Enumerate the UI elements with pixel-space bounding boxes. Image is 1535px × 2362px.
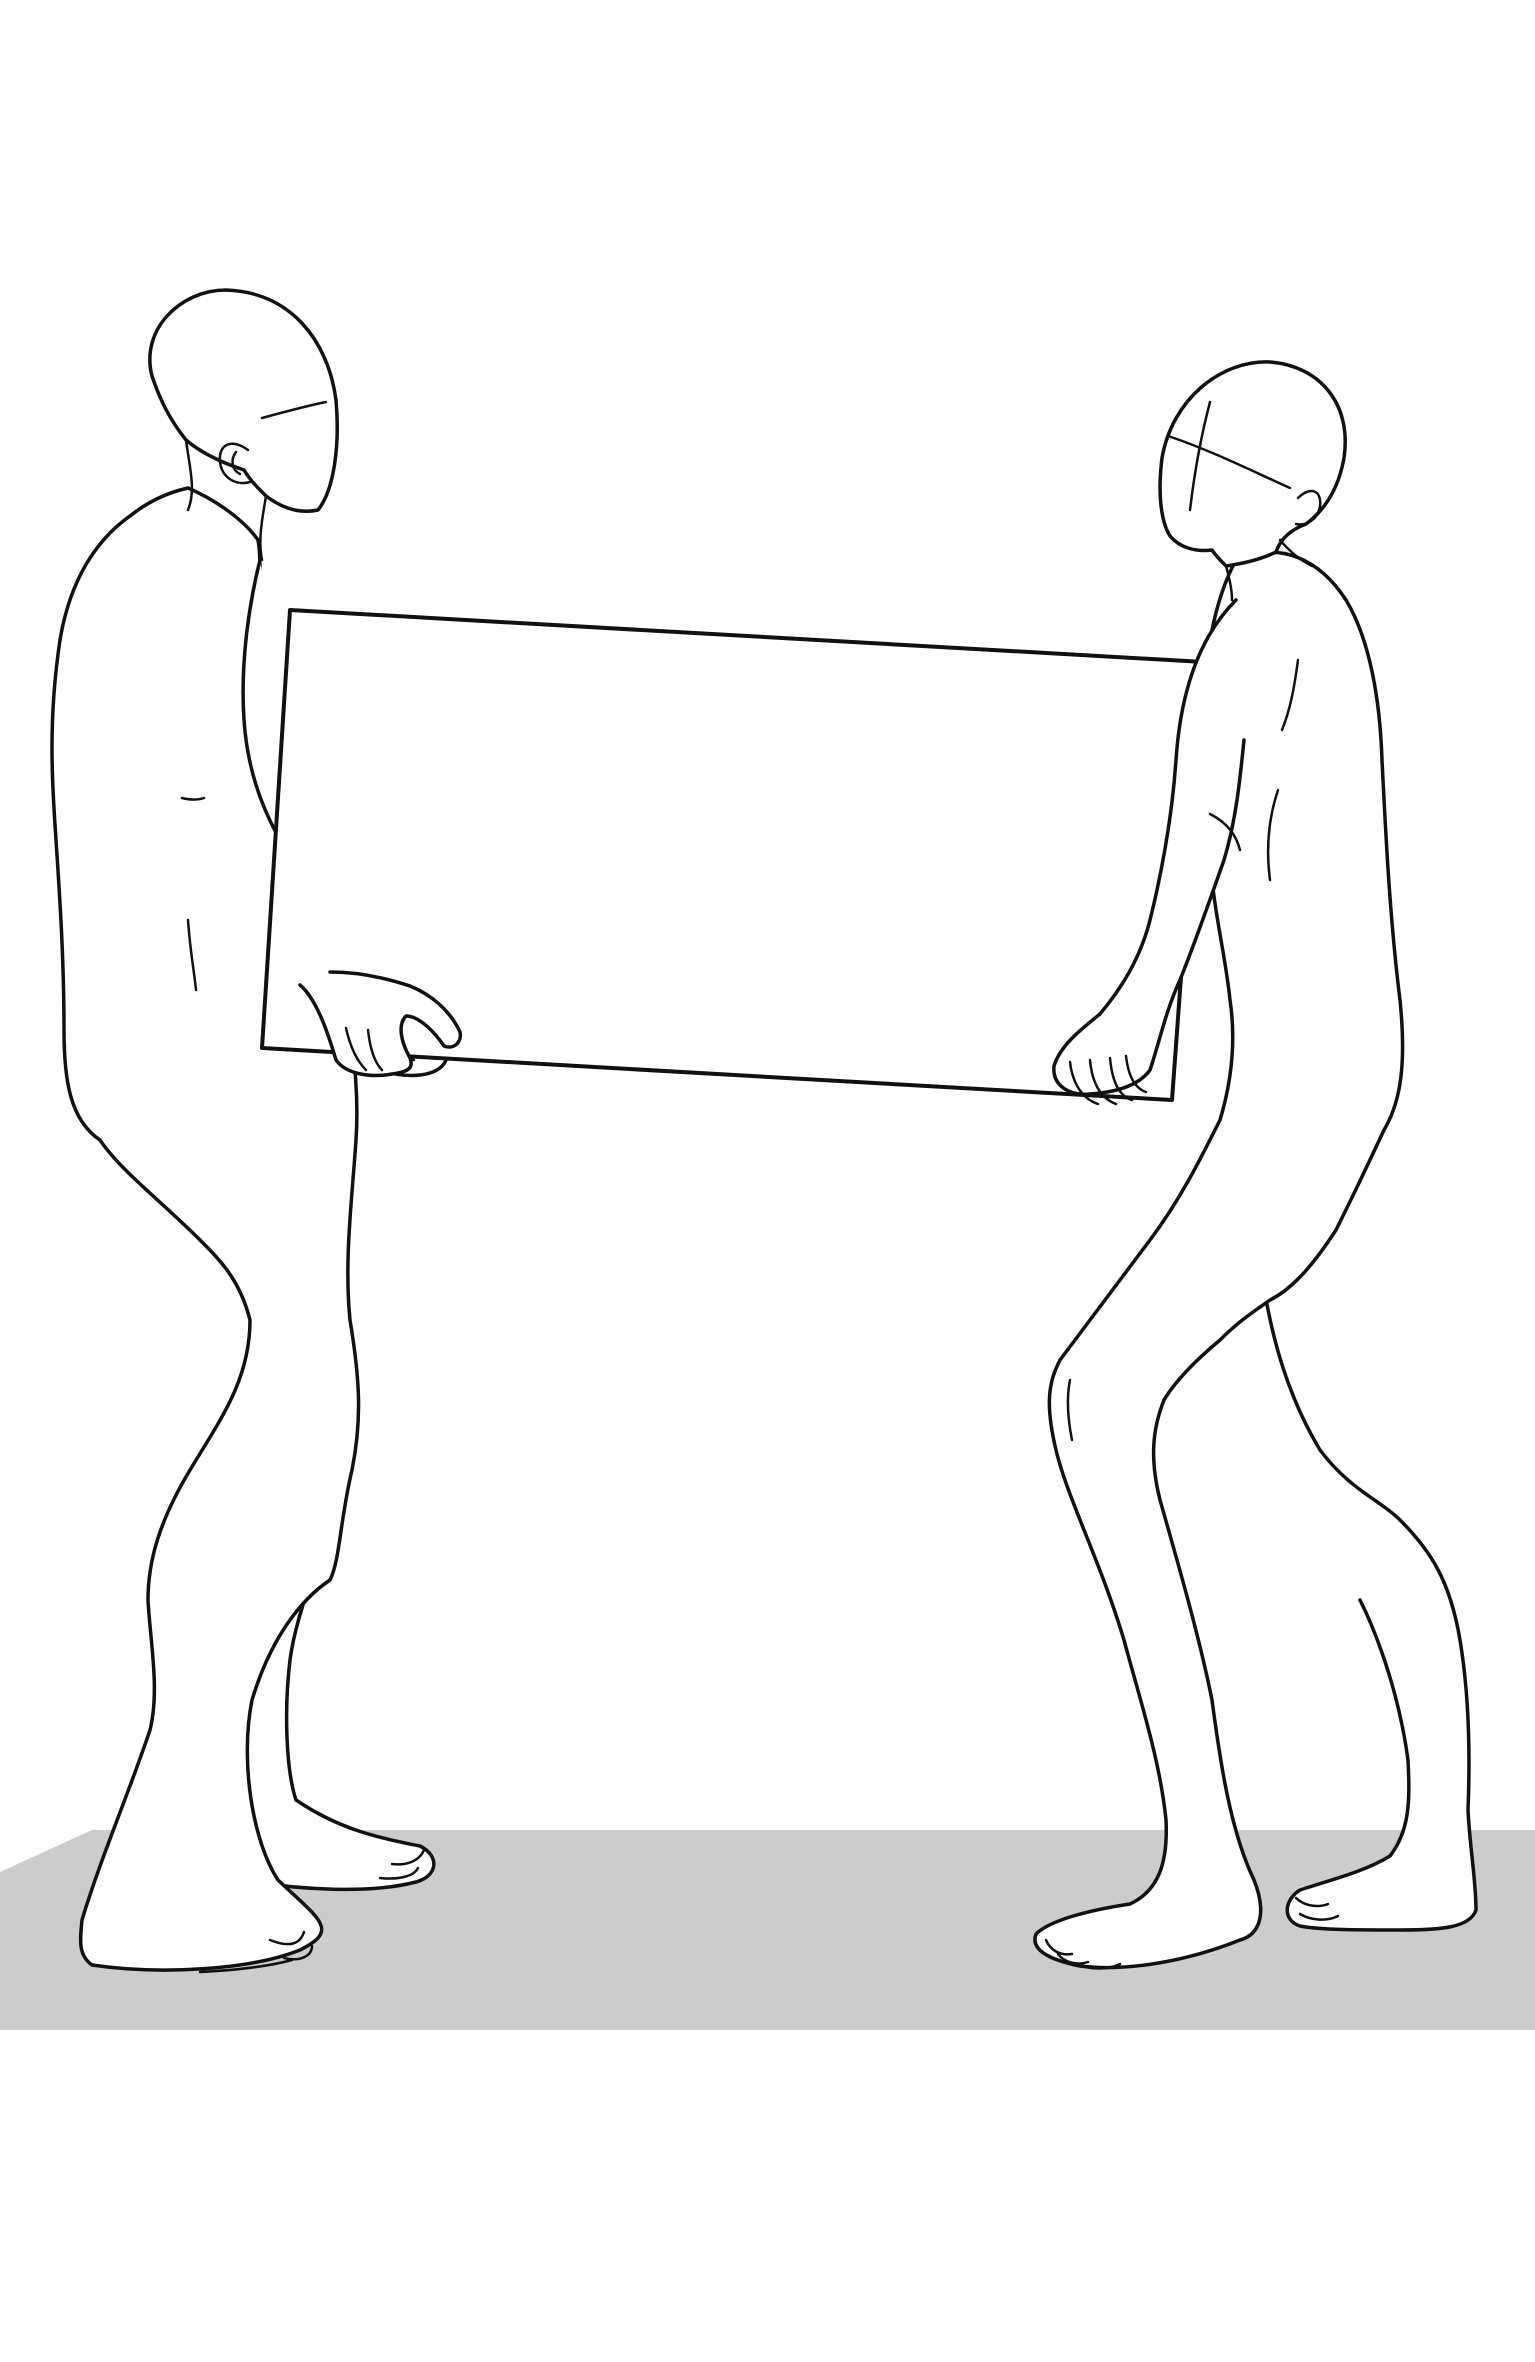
right-figure-neck [1224, 538, 1314, 602]
right-figure-arm-mark [1208, 812, 1242, 852]
right-figure-face-guide-horizontal [1166, 434, 1292, 490]
left-figure-front-toes [198, 1930, 314, 1974]
left-figure-head [148, 288, 339, 513]
right-figure-torso-mark-2 [1266, 788, 1280, 882]
left-figure-hand-front [298, 970, 463, 1078]
left-figure-hip-mark [186, 918, 198, 992]
left-figure [50, 288, 449, 1974]
left-figure-face-guide [260, 400, 328, 420]
left-figure-hand-knuckles [344, 1026, 384, 1072]
right-figure-hand-fingers [1068, 1054, 1148, 1106]
right-figure-arm [1052, 598, 1246, 1096]
right-figure-back-toes [1294, 1896, 1340, 1921]
right-figure-front-toes [1044, 1938, 1122, 1970]
right-figure-body [1033, 550, 1405, 1970]
carried-box [260, 608, 1206, 1102]
left-figure-back-toes [378, 1848, 426, 1880]
left-figure-neck [184, 438, 268, 562]
right-figure-face-guide-vertical [1188, 400, 1212, 512]
left-figure-ear [218, 442, 252, 485]
left-figure-elbow-mark [180, 796, 206, 801]
right-figure-back-leg [1258, 1258, 1478, 1932]
right-figure-knee-mark [1066, 1378, 1074, 1442]
right-figure-torso-mark-1 [1280, 658, 1300, 732]
right-figure-head [1158, 360, 1347, 568]
right-figure [1033, 360, 1478, 1970]
right-figure-ear [1294, 489, 1322, 526]
